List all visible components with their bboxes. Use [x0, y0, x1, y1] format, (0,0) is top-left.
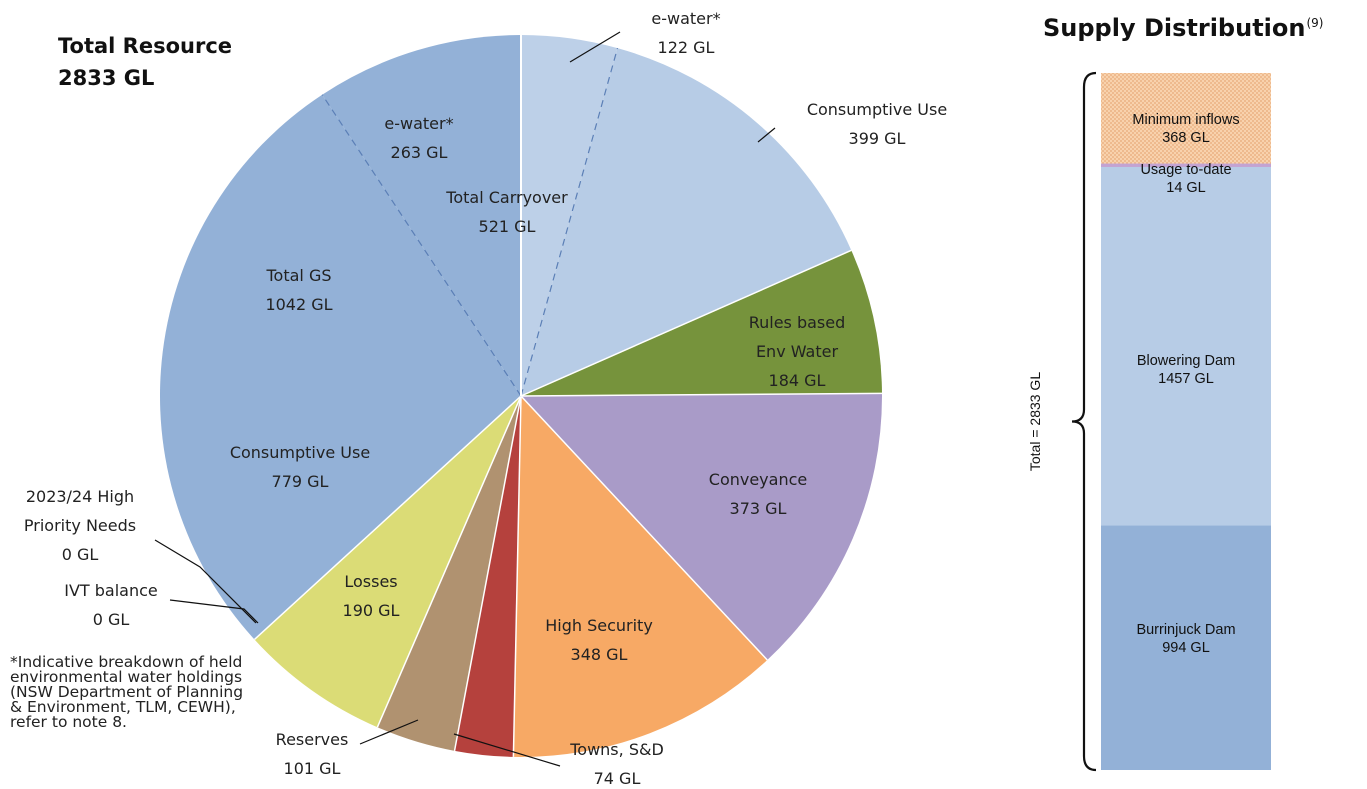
pie-slice-consumptive-use-10 [159, 94, 521, 640]
pie-boundary [520, 395, 768, 661]
supply-title-note: (9) [1306, 16, 1324, 30]
total-resource-line2: 2833 GL [58, 66, 155, 90]
pie-dashed-divider [520, 47, 619, 397]
pie-boundary [376, 395, 522, 728]
supply-title-text: Supply Distribution [1043, 14, 1306, 42]
pie-chart [159, 35, 882, 758]
pie-slice-conveyance-3 [521, 393, 882, 660]
bar-segment-usage-to-date [1101, 163, 1271, 167]
pie-slice-e-water-11 [322, 35, 521, 396]
footnote: *Indicative breakdown of held environmen… [10, 653, 244, 731]
pie-slice-high-security-4 [513, 396, 768, 758]
pie-dashed-divider [321, 94, 522, 397]
curly-brace [1071, 71, 1097, 772]
pie-boundary [453, 395, 522, 751]
pie-slice-losses-7 [254, 396, 521, 728]
pie-label-high-security-4: High Security 348 GL [545, 616, 653, 664]
total-brace: Total = 2833 GL [1027, 71, 1097, 772]
pie-group-label-total-gs: Total GS 1042 GL [265, 266, 332, 314]
bar-segment-burrinjuck-dam [1101, 525, 1271, 770]
pie-label-reserves-6: Reserves 101 GL [276, 730, 349, 778]
pie-leader-line [453, 733, 561, 767]
supply-bar: Burrinjuck Dam 994 GL Blowering Dam 1457 GL… [1101, 73, 1271, 770]
pie-group-label-total-carryover: Total Carryover 521 GL [445, 188, 568, 236]
pie-leader-line [169, 599, 259, 624]
pie-boundary [512, 395, 522, 757]
bar-label-blowering-dam: Blowering Dam 1457 GL [1137, 353, 1235, 387]
pie-boundary [520, 392, 882, 397]
pie-labels: e-water* 122 GL Consumptive Use 399 GL Rules… [24, 9, 947, 788]
pie-boundary [253, 395, 522, 641]
pie-slice-e-water-0 [521, 35, 618, 396]
pie-label-2023-24-high-priority-needs-9: 2023/24 High Priority Needs 0 GL [24, 487, 136, 564]
pie-slice-reserves-6 [377, 396, 521, 751]
pie-label-rules-based-env-water-2: Rules based Env Water 184 GL [749, 313, 846, 390]
bar-segment-minimum-inflows [1101, 73, 1271, 164]
pie-label-conveyance-3: Conveyance 373 GL [709, 470, 807, 518]
pie-label-e-water-0: e-water* 122 GL [651, 9, 720, 57]
bar-label-burrinjuck-dam: Burrinjuck Dam 994 GL [1136, 622, 1235, 656]
pie-label-ivt-balance-8: IVT balance 0 GL [64, 581, 158, 629]
pie-leader-line [359, 719, 419, 745]
pie-leader-line [757, 127, 776, 143]
pie-leader-line [569, 31, 621, 63]
bar-label-usage-to-date: Usage to-date 14 GL [1140, 162, 1231, 196]
total-resource-line1: Total Resource [58, 34, 233, 58]
pie-label-towns-s-d-5: Towns, S&D 74 GL [569, 740, 664, 788]
pie-slice-consumptive-use-1 [521, 48, 852, 396]
pie-slice-rules-based-env-water-2 [521, 250, 882, 396]
pie-boundary [520, 249, 852, 397]
supply-distribution-title: Supply Distribution(9) [1043, 14, 1323, 42]
pie-leader-line [154, 539, 257, 624]
pie-label-consumptive-use-10: Consumptive Use 779 GL [230, 443, 370, 491]
bar-label-minimum-inflows: Minimum inflows 368 GL [1132, 112, 1239, 146]
total-resource-title: Total Resource 2833 GL [58, 30, 232, 94]
pie-label-consumptive-use-1: Consumptive Use 399 GL [807, 100, 947, 148]
pie-label-losses-7: Losses 190 GL [343, 572, 400, 620]
pie-label-e-water-11: e-water* 263 GL [384, 114, 453, 162]
bar-segment-blowering-dam [1101, 166, 1271, 526]
total-label: Total = 2833 GL [1027, 372, 1043, 471]
